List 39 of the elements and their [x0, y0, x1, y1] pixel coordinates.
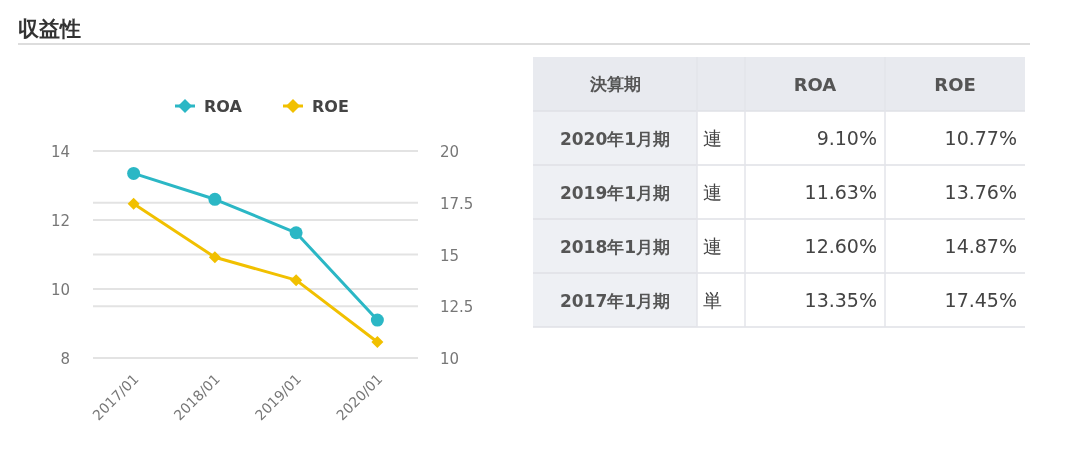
y-tick-label: 14 [50, 143, 70, 161]
data-label: 9.10% [816, 127, 877, 149]
y2-tick-label: 10 [440, 350, 460, 368]
legend-label: ROE [312, 97, 349, 116]
data-label: 14.87% [944, 235, 1017, 257]
category-label: 2017年1月期 [559, 291, 671, 311]
data-label: 13.35% [804, 289, 877, 311]
category-label: 連 [703, 235, 722, 257]
point [370, 313, 384, 327]
category-label: 2019年1月期 [559, 183, 671, 203]
text: 決算期 [588, 74, 641, 94]
data-label: 10.77% [944, 127, 1017, 149]
y-tick-label: 12 [50, 212, 70, 230]
category-label: 連 [703, 181, 722, 203]
point [289, 226, 303, 240]
point [208, 192, 222, 206]
legend-label: ROA [204, 97, 243, 116]
y-tick-label: 10 [50, 281, 70, 299]
data-label: 13.76% [944, 181, 1017, 203]
text: ROE [934, 74, 976, 95]
point [208, 251, 221, 264]
chart-title: 収益性 [18, 17, 81, 41]
point [127, 197, 140, 210]
data-label: 12.60% [804, 235, 877, 257]
point [371, 336, 384, 349]
y2-tick-label: 15 [440, 246, 460, 265]
data-label: 17.45% [944, 289, 1017, 311]
data-label: 11.63% [804, 181, 877, 203]
category-label: 2018年1月期 [559, 237, 671, 257]
y2-tick-label: 20 [440, 143, 460, 161]
point [127, 166, 141, 180]
category-label: 連 [703, 127, 722, 149]
point [290, 274, 303, 287]
text: ROA [793, 74, 837, 95]
y2-tick-label: 12.5 [440, 298, 474, 317]
y-tick-label: 8 [60, 350, 70, 368]
category-label: 単 [703, 289, 722, 311]
y2-tick-label: 17.5 [440, 194, 474, 213]
category-label: 2020年1月期 [559, 129, 671, 149]
